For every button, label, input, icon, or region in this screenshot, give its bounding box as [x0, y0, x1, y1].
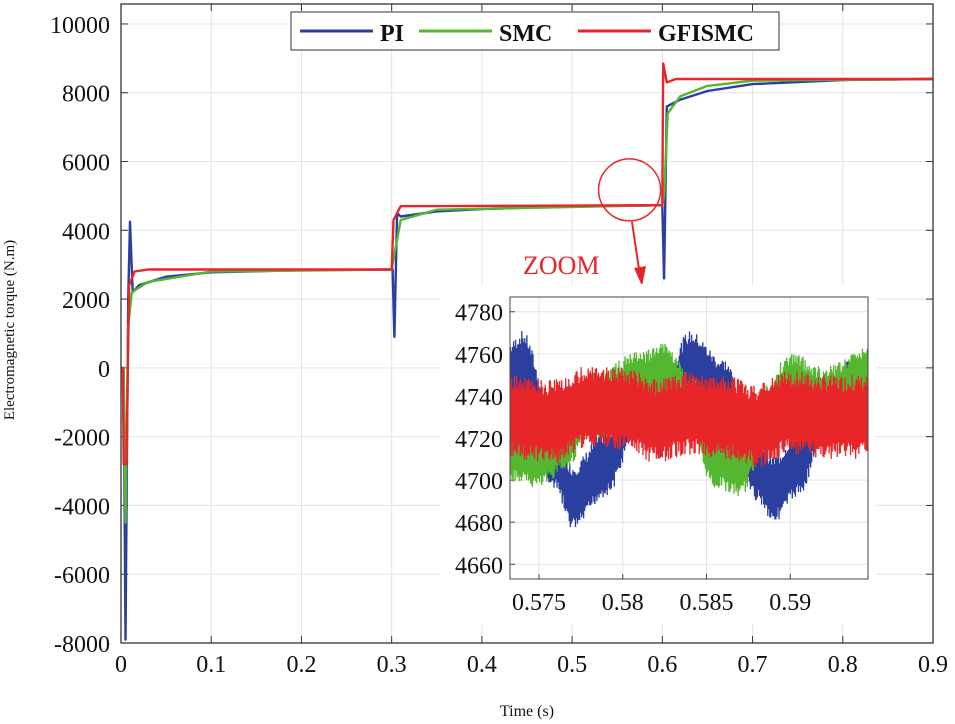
main-tick-labels: 0 0.1 0.2 0.3 0.4 0.5 0.6 0.7 0.8 0.9 -8000 -6000 -4…: [50, 13, 948, 678]
zoom-arrow-shaft: [631, 221, 641, 277]
y-tick-label: 8000: [62, 82, 110, 108]
legend-label-pi: PI: [380, 21, 404, 47]
zoom-arrow-head: [634, 266, 646, 286]
y-tick-label: -8000: [54, 632, 110, 658]
x-tick-label: 0.2: [286, 652, 316, 678]
main-axes-frame: [120, 3, 934, 644]
x-tick-label: 0.5: [557, 652, 587, 678]
series-line-gfismc: [121, 62, 933, 466]
x-tick-label: 0.6: [647, 652, 677, 678]
x-tick-label: 0.3: [377, 652, 407, 678]
y-tick-label: 0: [98, 357, 110, 383]
inset-x-tick-label: 0.59: [769, 590, 811, 616]
x-tick-label: 0.8: [828, 652, 858, 678]
x-tick-label: 0: [115, 652, 127, 678]
zoom-label: ZOOM: [523, 251, 600, 280]
main-series: [121, 62, 934, 641]
inset-x-tick-label: 0.58: [602, 590, 644, 616]
inset-series: [510, 331, 868, 528]
x-tick-label: 0.4: [467, 652, 497, 678]
y-tick-label: -6000: [54, 563, 110, 589]
x-tick-label: 0.1: [196, 652, 226, 678]
inset-x-tick-label: 0.585: [680, 590, 734, 616]
zoom-annotation: ZOOM: [523, 158, 662, 286]
y-tick-label: 10000: [50, 13, 110, 39]
inset-axes-frame: [509, 296, 869, 580]
inset-y-tick-label: 4740: [455, 385, 503, 411]
y-tick-label: 6000: [62, 151, 110, 177]
inset-y-tick-label: 4680: [455, 511, 503, 537]
inset-y-tick-label: 4780: [455, 301, 503, 327]
inset-y-tick-label: 4720: [455, 427, 503, 453]
inset-y-tick-label: 4700: [455, 469, 503, 495]
y-tick-label: 4000: [62, 219, 110, 245]
y-tick-label: 2000: [62, 288, 110, 314]
y-tick-label: -2000: [54, 426, 110, 452]
x-tick-label: 0.9: [918, 652, 948, 678]
y-axis-label: Electromagnetic torque (N.m): [2, 240, 18, 420]
legend: PI SMC GFISMC: [290, 11, 780, 51]
y-tick-label: -4000: [54, 494, 110, 520]
inset-x-tick-label: 0.575: [512, 590, 566, 616]
inset-tick-labels: 0.575 0.58 0.585 0.59 4660 4680 4700 4720 4740 47…: [455, 301, 811, 616]
legend-label-gfismc: GFISMC: [658, 21, 754, 47]
inset-y-tick-label: 4760: [455, 343, 503, 369]
x-tick-label: 0.7: [738, 652, 768, 678]
zoom-circle: [597, 158, 662, 222]
inset-series-gfismc: [510, 367, 868, 467]
inset-y-tick-label: 4660: [455, 553, 503, 579]
legend-label-smc: SMC: [499, 21, 552, 47]
x-axis-label: Time (s): [500, 703, 554, 720]
